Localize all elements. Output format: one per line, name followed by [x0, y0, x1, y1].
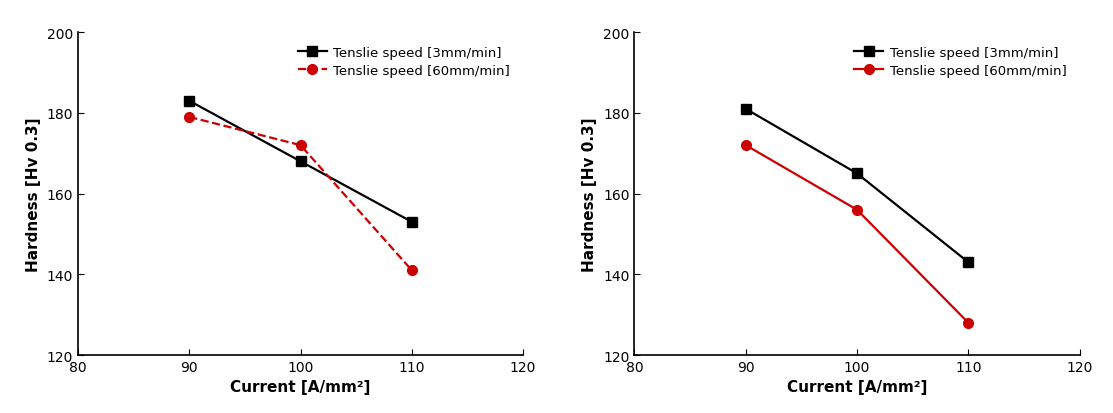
- Y-axis label: Hardness [Hv 0.3]: Hardness [Hv 0.3]: [582, 117, 598, 271]
- Line: Tenslie speed [60mm/min]: Tenslie speed [60mm/min]: [185, 113, 416, 275]
- Legend: Tenslie speed [3mm/min], Tenslie speed [60mm/min]: Tenslie speed [3mm/min], Tenslie speed […: [290, 40, 516, 85]
- Tenslie speed [3mm/min]: [405, 220, 418, 225]
- Line: Tenslie speed [3mm/min]: Tenslie speed [3mm/min]: [741, 105, 973, 267]
- Y-axis label: Hardness [Hv 0.3]: Hardness [Hv 0.3]: [26, 117, 41, 271]
- Line: Tenslie speed [60mm/min]: Tenslie speed [60mm/min]: [741, 141, 973, 328]
- Tenslie speed [3mm/min]: [739, 107, 752, 112]
- Tenslie speed [3mm/min]: [183, 99, 196, 104]
- Tenslie speed [60mm/min]: [294, 143, 307, 148]
- Tenslie speed [3mm/min]: [294, 159, 307, 164]
- Tenslie speed [60mm/min]: [962, 320, 975, 325]
- Tenslie speed [3mm/min]: [962, 260, 975, 265]
- Tenslie speed [3mm/min]: [850, 171, 864, 176]
- Line: Tenslie speed [3mm/min]: Tenslie speed [3mm/min]: [185, 97, 416, 227]
- X-axis label: Current [A/mm²]: Current [A/mm²]: [787, 380, 927, 394]
- X-axis label: Current [A/mm²]: Current [A/mm²]: [230, 380, 371, 394]
- Tenslie speed [60mm/min]: [850, 208, 864, 213]
- Tenslie speed [60mm/min]: [739, 143, 752, 148]
- Legend: Tenslie speed [3mm/min], Tenslie speed [60mm/min]: Tenslie speed [3mm/min], Tenslie speed […: [847, 40, 1073, 85]
- Tenslie speed [60mm/min]: [183, 115, 196, 120]
- Tenslie speed [60mm/min]: [405, 268, 418, 273]
